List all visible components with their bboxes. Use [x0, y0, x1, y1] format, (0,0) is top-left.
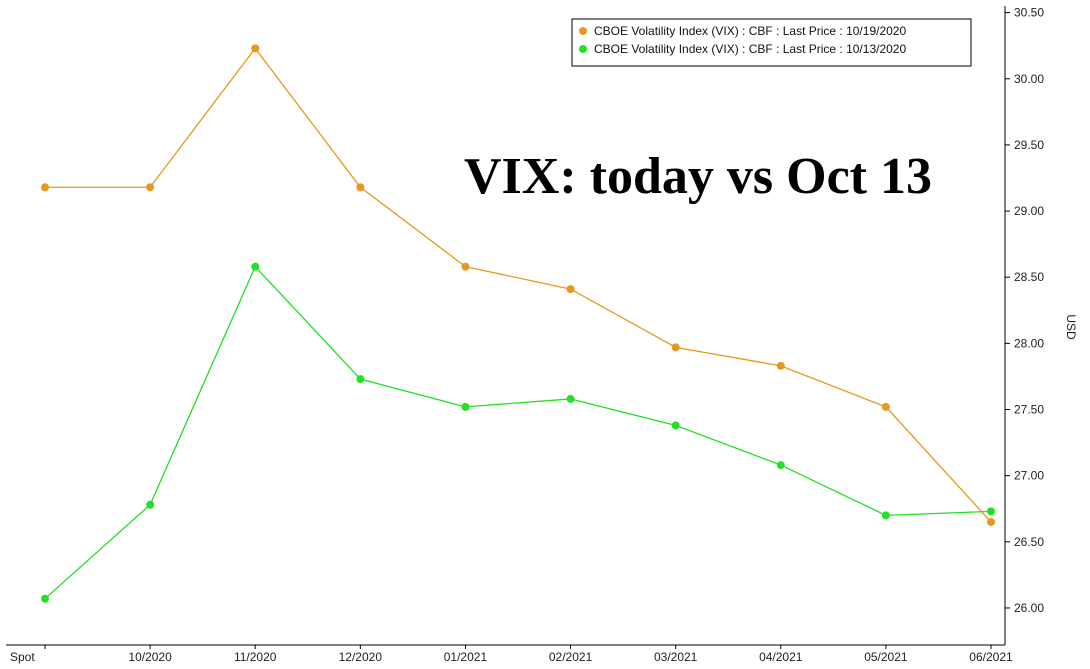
- data-point: [566, 394, 575, 403]
- y-tick-label: 26.00: [1014, 601, 1044, 615]
- legend-marker: [579, 27, 587, 35]
- x-tick-label: 06/2021: [969, 650, 1013, 664]
- y-tick-label: 28.50: [1014, 270, 1044, 284]
- x-tick-label: 10/2020: [128, 650, 172, 664]
- x-tick-label: 03/2021: [654, 650, 698, 664]
- x-tick-label: Spot: [10, 650, 35, 664]
- y-tick-label: 29.00: [1014, 204, 1044, 218]
- y-tick-label: 26.50: [1014, 535, 1044, 549]
- y-tick-label: 28.00: [1014, 336, 1044, 350]
- x-tick-label: 02/2021: [549, 650, 593, 664]
- data-point: [776, 461, 785, 470]
- y-tick-label: 30.50: [1014, 6, 1044, 20]
- data-point: [881, 511, 890, 520]
- data-point: [251, 44, 260, 53]
- data-point: [356, 375, 365, 384]
- legend-marker: [579, 45, 587, 53]
- y-tick-label: 27.00: [1014, 469, 1044, 483]
- data-point: [566, 285, 575, 294]
- x-tick-label: 12/2020: [339, 650, 383, 664]
- data-point: [776, 361, 785, 370]
- data-point: [356, 183, 365, 192]
- data-point: [146, 500, 155, 509]
- series-group: [41, 44, 995, 603]
- data-point: [41, 594, 49, 603]
- axes: [6, 6, 1010, 649]
- data-point: [671, 421, 680, 430]
- legend-label: CBOE Volatility Index (VIX) : CBF : Last…: [594, 42, 906, 56]
- x-tick-label: 05/2021: [864, 650, 908, 664]
- data-point: [461, 262, 470, 271]
- data-point: [251, 262, 260, 271]
- data-point: [987, 517, 995, 526]
- data-point: [146, 183, 155, 192]
- x-tick-label: 11/2020: [234, 650, 277, 664]
- chart-annotation: VIX: today vs Oct 13: [464, 148, 932, 205]
- data-point: [461, 402, 470, 411]
- data-point: [671, 343, 680, 352]
- y-tick-label: 29.50: [1014, 138, 1044, 152]
- x-tick-label: 01/2021: [444, 650, 488, 664]
- legend-box: [571, 18, 972, 67]
- y-tick-label: 30.00: [1014, 72, 1044, 86]
- data-point: [987, 507, 995, 516]
- tick-labels: Spot 10/2020 11/2020 12/2020 01/2021 02/2021 0…: [10, 6, 1044, 664]
- series-line-1: [45, 47, 992, 523]
- x-tick-label: 04/2021: [759, 650, 803, 664]
- y-axis-title: USD: [1064, 314, 1078, 340]
- series-line-2: [44, 265, 992, 600]
- legend-label: CBOE Volatility Index (VIX) : CBF : Last…: [594, 24, 906, 38]
- y-tick-label: 27.50: [1014, 403, 1044, 417]
- legend: CBOE Volatility Index (VIX) : CBF : Last…: [571, 18, 972, 67]
- data-point: [41, 183, 49, 192]
- data-point: [881, 402, 890, 411]
